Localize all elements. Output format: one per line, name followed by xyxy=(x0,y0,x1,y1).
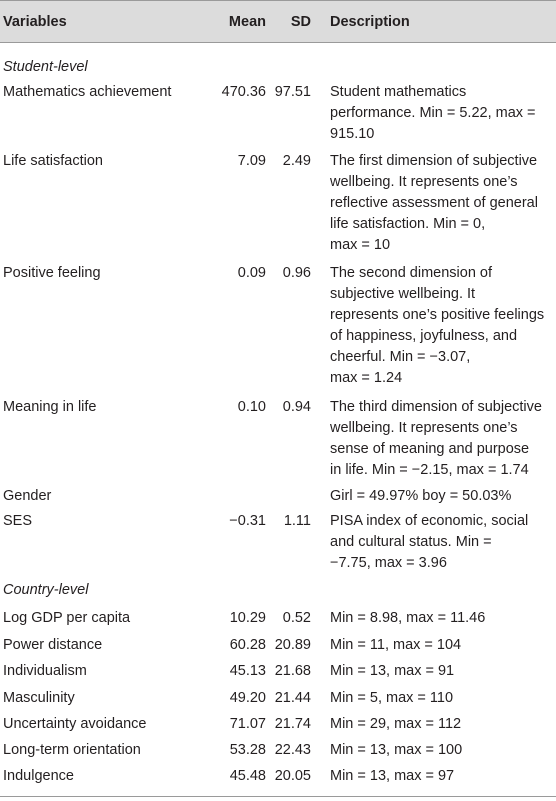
table-row-mean: 10.29 xyxy=(229,610,266,626)
description-line: Student mathematics xyxy=(330,84,467,100)
table-row-variable: Individualism xyxy=(3,663,87,679)
table-row-variable: Masculinity xyxy=(3,690,75,706)
table-row-variable: Power distance xyxy=(3,637,103,653)
table-row-mean: 470.36 xyxy=(221,84,266,100)
description-line: The second dimension of xyxy=(330,265,493,281)
table-row-variable: Log GDP per capita xyxy=(3,610,131,626)
table-row-variable: Uncertainty avoidance xyxy=(3,716,147,732)
description-line: −7.75, max = 3.96 xyxy=(330,555,447,571)
description-line: Girl = 49.97% boy = 50.03% xyxy=(330,488,512,504)
table-row-description: Min = 13, max = 91 xyxy=(330,661,552,682)
table-row-description: Min = 13, max = 97 xyxy=(330,766,552,787)
section-label-student: Student-level xyxy=(3,59,88,75)
table-row-sd: 20.89 xyxy=(274,637,311,653)
table-row-mean: 45.48 xyxy=(229,768,266,784)
table-row-variable: Indulgence xyxy=(3,768,74,784)
table-row-description: Student mathematics performance. Min = 5… xyxy=(330,82,552,145)
description-line: Min = 29, max = 112 xyxy=(330,716,462,732)
description-line: and cultural status. Min = xyxy=(330,534,492,550)
description-line: sense of meaning and purpose xyxy=(330,441,530,457)
table-row-mean: 7.09 xyxy=(237,153,266,169)
description-line: 915.10 xyxy=(330,126,375,142)
table-row-sd: 1.11 xyxy=(283,513,311,529)
table-row-description: The first dimension of subjective wellbe… xyxy=(330,151,552,256)
table-row-variable: Mathematics achievement xyxy=(3,84,172,100)
table-row-variable: SES xyxy=(3,513,33,529)
table-row-description: Min = 8.98, max = 11.46 xyxy=(330,608,552,629)
table-row-mean: 45.13 xyxy=(229,663,266,679)
description-line: life satisfaction. Min = 0, xyxy=(330,216,486,232)
table-row-mean: −0.31 xyxy=(229,513,266,529)
description-line: The first dimension of subjective xyxy=(330,153,538,169)
table-row-variable: Meaning in life xyxy=(3,399,97,415)
description-line: The third dimension of subjective xyxy=(330,399,542,415)
description-line: wellbeing. It represents one’s xyxy=(330,420,518,436)
description-line: Min = 5, max = 110 xyxy=(330,690,454,706)
description-line: Min = 13, max = 97 xyxy=(330,768,455,784)
description-line: Min = 13, max = 91 xyxy=(330,663,455,679)
description-line: cheerful. Min = −3.07, xyxy=(330,349,471,365)
description-line: in life. Min = −2.15, max = 1.74 xyxy=(330,462,529,478)
table-row-variable: Gender xyxy=(3,488,52,504)
table-row-sd: 20.05 xyxy=(274,768,311,784)
table-row-mean: 49.20 xyxy=(229,690,266,706)
table-row-sd: 0.94 xyxy=(282,399,311,415)
header-mean: Mean xyxy=(228,14,266,30)
description-line: Min = 8.98, max = 11.46 xyxy=(330,610,486,626)
table-row-sd: 97.51 xyxy=(274,84,311,100)
table-bottom-rule xyxy=(0,796,556,797)
table-row-description: Girl = 49.97% boy = 50.03% xyxy=(330,486,552,507)
table-row-sd: 0.52 xyxy=(282,610,311,626)
header-description: Description xyxy=(330,14,410,30)
description-line: PISA index of economic, social xyxy=(330,513,529,529)
table-row-mean: 53.28 xyxy=(229,742,266,758)
description-line: Min = 13, max = 100 xyxy=(330,742,463,758)
table-row-description: PISA index of economic, social and cultu… xyxy=(330,511,552,574)
table-row-variable: Positive feeling xyxy=(3,265,101,281)
description-line: reflective assessment of general xyxy=(330,195,538,211)
table-row-description: The third dimension of subjective wellbe… xyxy=(330,397,552,481)
description-line: wellbeing. It represents one’s xyxy=(330,174,518,190)
table-row-sd: 22.43 xyxy=(274,742,311,758)
table-row-variable: Life satisfaction xyxy=(3,153,103,169)
header-sd: SD xyxy=(290,14,311,30)
table-row-description: Min = 13, max = 100 xyxy=(330,740,552,761)
table-row-mean: 0.10 xyxy=(237,399,266,415)
table-row-sd: 21.68 xyxy=(274,663,311,679)
table-row-description: Min = 29, max = 112 xyxy=(330,714,552,735)
table-row-sd: 21.44 xyxy=(274,690,311,706)
description-line: max = 10 xyxy=(330,237,391,253)
table-row-variable: Long-term orientation xyxy=(3,742,141,758)
description-line: max = 1.24 xyxy=(330,370,403,386)
table-header: Variables Mean SD Description xyxy=(0,0,556,43)
description-line: Min = 11, max = 104 xyxy=(330,637,462,653)
description-line: represents one’s positive feelings xyxy=(330,307,545,323)
table-row-sd: 21.74 xyxy=(274,716,311,732)
description-line: of happiness, joyfulness, and xyxy=(330,328,518,344)
table-row-mean: 71.07 xyxy=(229,716,266,732)
table-row-description: Min = 5, max = 110 xyxy=(330,688,552,709)
section-label-country: Country-level xyxy=(3,582,89,598)
description-line: performance. Min = 5.22, max = xyxy=(330,105,536,121)
table-row-sd: 2.49 xyxy=(282,153,311,169)
table-row-mean: 60.28 xyxy=(229,637,266,653)
table-row-description: Min = 11, max = 104 xyxy=(330,635,552,656)
table-row-sd: 0.96 xyxy=(282,265,311,281)
table-row-description: The second dimension of subjective wellb… xyxy=(330,263,552,389)
header-variables: Variables xyxy=(3,14,67,30)
table-row-mean: 0.09 xyxy=(237,265,266,281)
description-line: subjective wellbeing. It xyxy=(330,286,476,302)
